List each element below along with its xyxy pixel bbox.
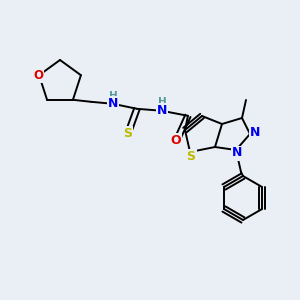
- Text: N: N: [232, 146, 242, 160]
- Text: O: O: [33, 69, 43, 82]
- Text: N: N: [250, 125, 260, 139]
- Text: S: S: [123, 127, 132, 140]
- Text: O: O: [171, 134, 181, 147]
- Text: H: H: [109, 91, 117, 101]
- Text: N: N: [157, 104, 167, 117]
- Text: N: N: [108, 97, 118, 110]
- Text: H: H: [158, 97, 166, 107]
- Text: S: S: [187, 149, 196, 163]
